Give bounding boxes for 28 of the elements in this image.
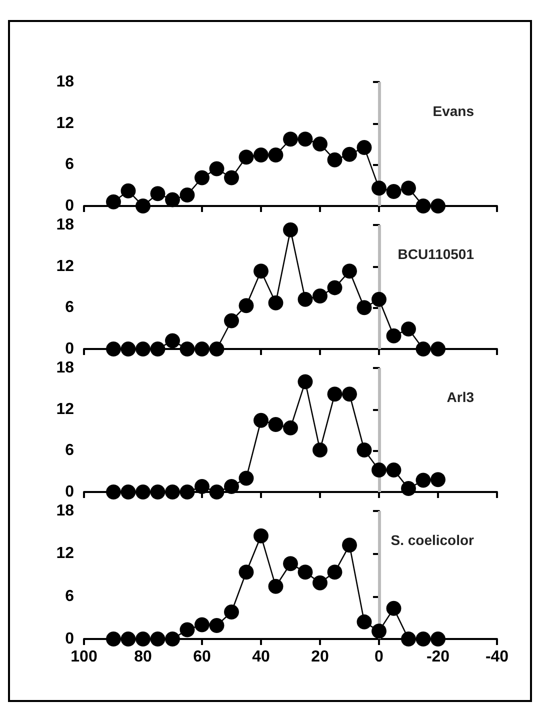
annotation: Arl3 bbox=[446, 389, 474, 405]
y-tick-label: 0 bbox=[65, 630, 74, 648]
y-tick-label: 0 bbox=[65, 484, 74, 500]
x-tick-label: 80 bbox=[134, 648, 152, 666]
x-tick-label: -20 bbox=[426, 648, 450, 666]
y-tick-label: 0 bbox=[65, 198, 74, 214]
x-tick-label: -40 bbox=[485, 648, 509, 666]
y-tick-label: 12 bbox=[56, 258, 74, 275]
x-tick-label: 40 bbox=[252, 648, 270, 666]
y-tick-label: 12 bbox=[56, 545, 74, 562]
y-tick-label: 6 bbox=[65, 588, 74, 605]
x-tick-label: 60 bbox=[193, 648, 211, 666]
x-tick-label: 100 bbox=[70, 648, 98, 666]
y-tick-label: 18 bbox=[56, 74, 74, 90]
x-tick-label: 0 bbox=[374, 648, 384, 666]
y-tick-label: 18 bbox=[56, 216, 74, 234]
y-tick-label: 0 bbox=[65, 340, 74, 358]
y-tick-label: 6 bbox=[65, 156, 74, 174]
y-tick-label: 6 bbox=[65, 299, 74, 316]
annotation: Evans bbox=[432, 103, 474, 119]
x-tick-label: 20 bbox=[311, 648, 329, 666]
y-tick-label: 6 bbox=[65, 442, 74, 460]
y-tick-label: 12 bbox=[56, 400, 74, 418]
y-tick-label: 12 bbox=[56, 114, 74, 132]
y-tick-label: 18 bbox=[56, 360, 74, 376]
annotation: BCU110501 bbox=[398, 246, 474, 262]
annotation: S. coelicolor bbox=[390, 532, 475, 548]
y-tick-label: 18 bbox=[56, 502, 74, 520]
